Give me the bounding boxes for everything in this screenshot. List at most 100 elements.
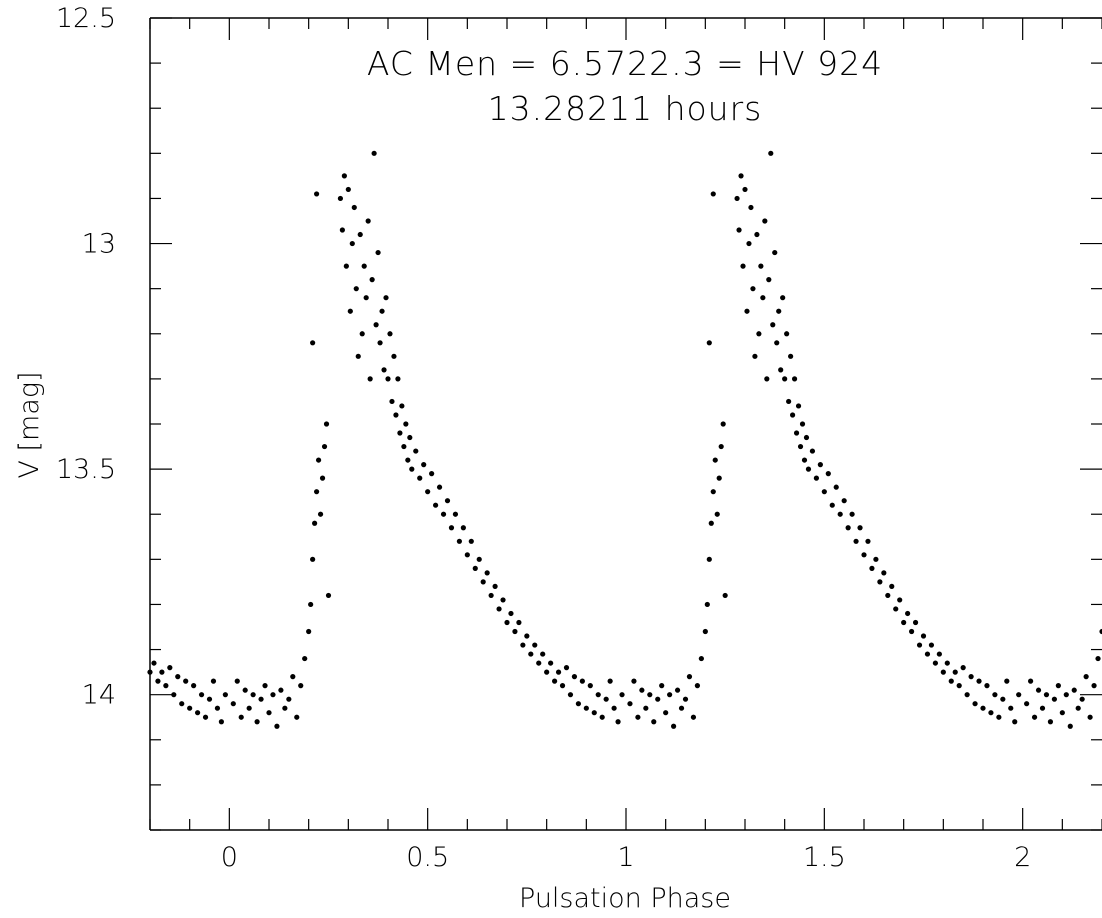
data-point	[1047, 719, 1054, 725]
data-point	[323, 421, 330, 427]
data-point	[425, 489, 431, 495]
data-point	[294, 714, 300, 720]
data-point	[948, 678, 954, 684]
data-point	[897, 597, 903, 603]
data-point	[1087, 714, 1093, 720]
data-point	[805, 466, 812, 472]
data-point	[674, 687, 681, 693]
data-point	[444, 498, 451, 504]
data-point	[752, 353, 758, 359]
data-point	[377, 340, 383, 346]
data-point	[1091, 683, 1097, 689]
data-point	[980, 705, 986, 711]
data-point	[924, 651, 931, 657]
data-point	[198, 692, 205, 698]
data-point	[780, 295, 786, 301]
data-point	[706, 340, 712, 346]
data-point	[371, 150, 377, 156]
data-point	[1067, 723, 1073, 729]
data-point	[206, 696, 213, 702]
data-point	[1083, 674, 1089, 680]
data-point	[175, 674, 181, 680]
data-point	[242, 687, 248, 693]
data-point	[484, 570, 490, 576]
data-point	[849, 511, 855, 517]
data-point	[278, 687, 284, 693]
data-point	[282, 705, 288, 711]
data-point	[325, 592, 332, 599]
data-point	[734, 195, 740, 202]
data-point	[337, 195, 343, 202]
data-point	[1079, 696, 1085, 702]
data-point	[367, 376, 373, 382]
data-point	[1071, 687, 1077, 693]
data-point	[210, 678, 217, 684]
data-point	[472, 565, 478, 571]
data-point	[742, 186, 748, 193]
data-point	[254, 719, 260, 725]
data-point	[230, 701, 236, 707]
data-point	[901, 619, 907, 626]
data-point	[643, 705, 649, 711]
data-point	[865, 538, 871, 544]
data-point	[385, 376, 391, 382]
data-point	[202, 714, 209, 720]
data-point	[544, 669, 550, 675]
data-point	[520, 642, 526, 648]
data-point	[714, 511, 720, 517]
data-point	[782, 376, 788, 382]
data-point	[528, 651, 534, 657]
data-point	[809, 448, 816, 454]
data-point	[468, 538, 474, 544]
data-point	[258, 696, 264, 702]
data-point	[1004, 678, 1010, 684]
data-point	[766, 277, 772, 283]
data-point	[218, 719, 224, 725]
data-point	[448, 525, 455, 531]
data-point	[552, 678, 558, 684]
data-point	[702, 628, 708, 635]
data-point	[1012, 719, 1018, 725]
data-point	[167, 665, 173, 671]
data-point	[413, 448, 419, 454]
data-point	[187, 705, 193, 711]
data-point	[1099, 628, 1102, 635]
data-point	[603, 696, 609, 702]
data-point	[778, 367, 784, 373]
data-point	[575, 701, 582, 707]
data-point	[909, 628, 915, 635]
data-point	[391, 353, 397, 359]
data-point	[403, 421, 409, 427]
x-tick-labels: 0 0.5 1 1.5 2	[221, 842, 1032, 873]
data-point	[389, 398, 395, 405]
data-point	[286, 696, 292, 702]
data-point	[786, 398, 792, 405]
data-point	[704, 601, 710, 608]
data-point	[195, 710, 201, 716]
data-point	[375, 249, 381, 256]
data-point	[659, 683, 665, 689]
data-point	[234, 678, 240, 684]
data-point	[607, 678, 613, 684]
data-point	[1055, 683, 1061, 689]
data-point	[1039, 705, 1046, 711]
data-point	[464, 552, 470, 558]
x-tick-label: 2	[1014, 842, 1031, 873]
data-point	[797, 443, 804, 450]
data-point	[365, 218, 371, 224]
data-point	[833, 484, 839, 490]
data-point	[298, 683, 304, 689]
data-point	[357, 231, 363, 238]
data-point	[972, 701, 978, 707]
y-tick-label: 14	[82, 680, 116, 711]
data-point	[353, 286, 359, 292]
data-point	[407, 434, 413, 441]
data-point	[440, 511, 447, 517]
data-point	[784, 331, 790, 337]
data-point	[671, 723, 677, 729]
data-point	[905, 610, 911, 617]
data-point	[274, 723, 280, 729]
data-point	[579, 678, 585, 684]
data-point	[716, 475, 722, 481]
data-point	[758, 263, 764, 269]
